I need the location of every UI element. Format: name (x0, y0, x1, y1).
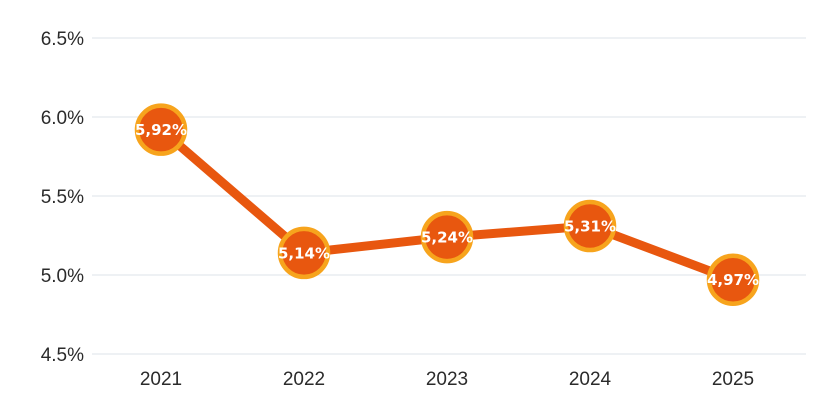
data-point-group: 5,14% (277, 226, 331, 280)
data-label: 5,92% (135, 121, 187, 139)
grid-layer (92, 37, 806, 355)
data-point-group: 5,92% (134, 103, 188, 156)
data-point-group: 5,31% (563, 199, 617, 253)
x-tick-label: 2025 (712, 369, 754, 390)
x-tick-label: 2021 (140, 369, 182, 390)
x-tick-label: 2024 (569, 369, 612, 390)
axis-layer: 4.5% 5.0% 5.5% 6.0% 6.5% 2021 2022 2023 2024 2025 (41, 29, 754, 390)
y-tick-label: 5.5% (41, 187, 84, 208)
data-label: 4,97% (707, 271, 759, 289)
x-tick-label: 2022 (283, 369, 325, 390)
point-layer: 5,92% 5,14% 5,24% 5,31% 4,97% (134, 103, 760, 306)
data-label: 5,24% (421, 229, 473, 247)
data-point-marker (420, 210, 474, 264)
y-tick-label: 4.5% (41, 345, 84, 366)
data-point-marker (134, 103, 188, 156)
data-point-marker (706, 253, 760, 306)
data-point-group: 5,24% (420, 210, 474, 264)
data-label: 5,31% (564, 218, 616, 236)
y-tick-label: 6.5% (41, 29, 84, 50)
x-tick-label: 2023 (426, 369, 468, 390)
y-tick-label: 5.0% (41, 266, 84, 287)
data-point-marker (563, 199, 617, 253)
data-label: 5,14% (278, 244, 330, 262)
y-tick-label: 6.0% (41, 108, 84, 129)
data-point-marker (277, 226, 331, 280)
data-point-group: 4,97% (706, 253, 760, 306)
